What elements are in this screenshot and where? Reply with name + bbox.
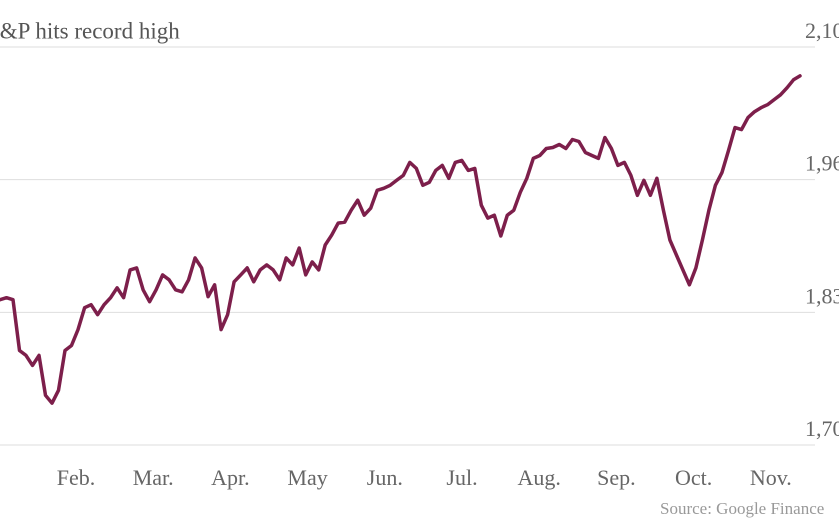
- x-tick-label: Jul.: [446, 465, 477, 490]
- y-tick-label: 2,100: [805, 18, 839, 43]
- y-tick-label: 1,700: [805, 416, 839, 441]
- x-tick-label: Feb.: [57, 465, 96, 490]
- line: [0, 74, 802, 405]
- x-tick-label: Nov.: [750, 465, 792, 490]
- y-tick-label: 1,833: [805, 283, 839, 308]
- x-tick-label: Sep.: [597, 465, 636, 490]
- x-tick-label: Aug.: [518, 465, 561, 490]
- y-tick-label: 1,967: [805, 151, 839, 176]
- x-tick-label: Oct.: [675, 465, 712, 490]
- x-tick-label: May: [287, 465, 327, 490]
- source-note: Source: Google Finance: [660, 499, 824, 518]
- x-tick-label: Mar.: [133, 465, 174, 490]
- chart-title: S&P hits record high: [0, 18, 180, 43]
- x-tick-label: Jun.: [367, 465, 403, 490]
- x-tick-label: Apr.: [211, 465, 250, 490]
